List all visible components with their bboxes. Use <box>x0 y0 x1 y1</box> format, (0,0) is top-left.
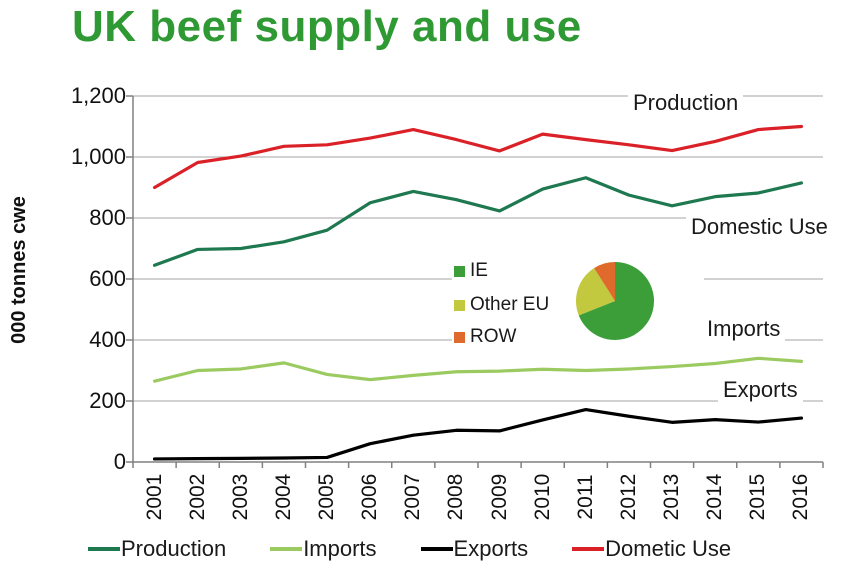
legend-item-imports: Imports <box>270 536 377 562</box>
series-label-exports: Exports <box>718 377 803 403</box>
x-tick-label: 2004 <box>271 473 295 521</box>
x-tick-label: 2012 <box>616 473 640 521</box>
y-tick-label: 1,200 <box>70 83 126 108</box>
pie-slice-ie <box>578 262 655 340</box>
legend-label: Production <box>121 536 227 561</box>
series-line-exports <box>152 407 804 461</box>
y-tick-label: 600 <box>89 266 126 291</box>
pie-swatch-row <box>454 331 465 343</box>
x-tick-label: 2001 <box>142 473 166 521</box>
y-tick-label: 400 <box>89 327 126 352</box>
legend-item-exports: Exports <box>420 536 529 562</box>
chart-legend: Production Imports Exports Dometic Use <box>88 534 808 564</box>
y-tick-label: 800 <box>89 205 126 230</box>
series-line-production <box>152 176 804 267</box>
pie-chart <box>575 262 655 340</box>
pie-swatch-other-eu <box>454 299 465 311</box>
pie-legend-item-other-eu: Other EU <box>454 295 549 315</box>
series-label-domestic-use: Domestic Use <box>686 214 833 240</box>
pie-slice-row <box>594 262 615 301</box>
x-tick-label: 2007 <box>401 473 425 521</box>
x-tick-label: 2014 <box>703 473 727 521</box>
y-tick-label: 1,000 <box>70 144 126 169</box>
x-tick-label: 2010 <box>530 473 554 521</box>
pie-slice-other-eu <box>575 268 615 316</box>
legend-line-swatch <box>420 547 453 551</box>
series-label-imports: Imports <box>702 316 786 342</box>
x-tick-label: 2011 <box>573 474 597 520</box>
x-tick-label: 2006 <box>358 473 382 521</box>
x-tick-label: 2008 <box>444 473 468 521</box>
series-line-imports <box>152 356 804 383</box>
chart-title: UK beef supply and use <box>72 2 582 51</box>
series-label-production: Production <box>628 90 744 116</box>
pie-legend-item-row: ROW <box>454 327 516 347</box>
pie-legend-label: ROW <box>470 326 517 347</box>
x-tick-label: 2013 <box>660 473 684 521</box>
pie-swatch-ie <box>454 265 465 277</box>
pie-inset: IE Other EU ROW <box>452 246 704 348</box>
legend-label: Imports <box>303 536 377 561</box>
pie-legend-label: IE <box>470 260 488 281</box>
legend-item-production: Production <box>88 536 226 562</box>
pie-legend-item-ie: IE <box>454 261 488 281</box>
x-tick-label: 2003 <box>228 473 252 521</box>
x-tick-label: 2002 <box>185 473 209 521</box>
x-tick-label: 2015 <box>746 473 770 521</box>
x-tick-label: 2009 <box>487 473 511 521</box>
y-tick-label: 200 <box>89 388 126 413</box>
y-tick-label: 0 <box>113 449 126 474</box>
legend-line-swatch <box>270 547 303 551</box>
x-tick-label: 2005 <box>315 473 339 521</box>
pie-legend-label: Other EU <box>470 294 550 315</box>
x-tick-label: 2016 <box>789 473 813 521</box>
legend-item-dometic-use: Dometic Use <box>572 536 731 562</box>
legend-line-swatch <box>88 547 120 551</box>
legend-line-swatch <box>572 547 605 551</box>
series-line-dometic-use <box>152 124 804 190</box>
legend-label: Exports <box>453 536 529 561</box>
legend-label: Dometic Use <box>605 536 732 561</box>
